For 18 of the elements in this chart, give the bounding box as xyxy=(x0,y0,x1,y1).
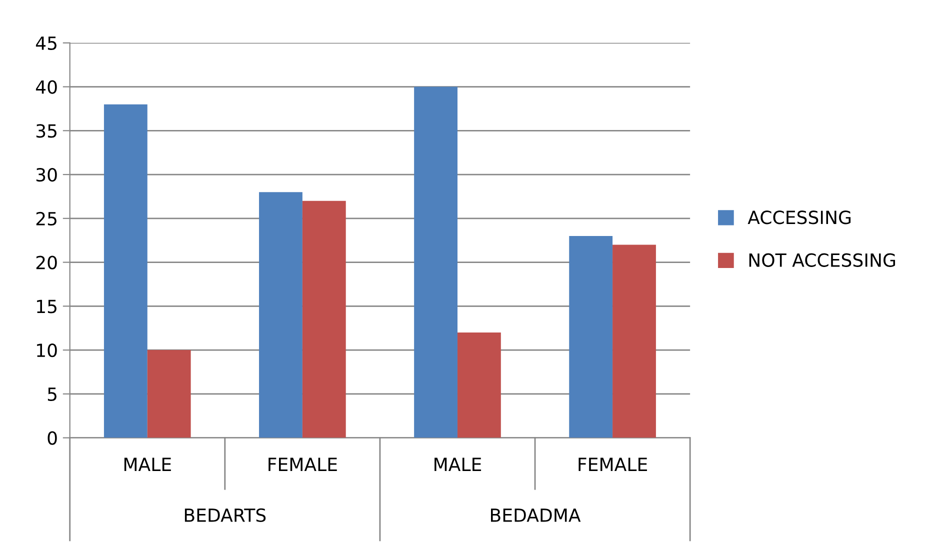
y-tick-label: 40 xyxy=(36,80,57,94)
text: BEDADMA xyxy=(491,508,581,522)
y-tick-label: 20 xyxy=(36,256,57,270)
text: BEDARTS xyxy=(184,508,266,522)
x-tick-label: MALE xyxy=(434,458,482,471)
y-tick-label: 5 xyxy=(48,388,56,402)
y-tick-label: 45 xyxy=(36,36,56,50)
legend-label: NOT ACCESSING xyxy=(749,253,896,267)
y-tick-label: 35 xyxy=(36,124,56,138)
x-tick-label: FEMALE xyxy=(268,458,337,471)
y-tick-label: 10 xyxy=(37,344,57,358)
legend-label: ACCESSING xyxy=(748,210,851,224)
x-tick-label: FEMALE xyxy=(578,458,647,471)
y-tick-label: 0 xyxy=(48,431,57,445)
y-tick-label: 15 xyxy=(37,300,56,314)
x-tick-label: MALE xyxy=(124,458,171,471)
y-tick-label: 25 xyxy=(36,212,56,226)
y-tick-label: 30 xyxy=(36,168,57,182)
